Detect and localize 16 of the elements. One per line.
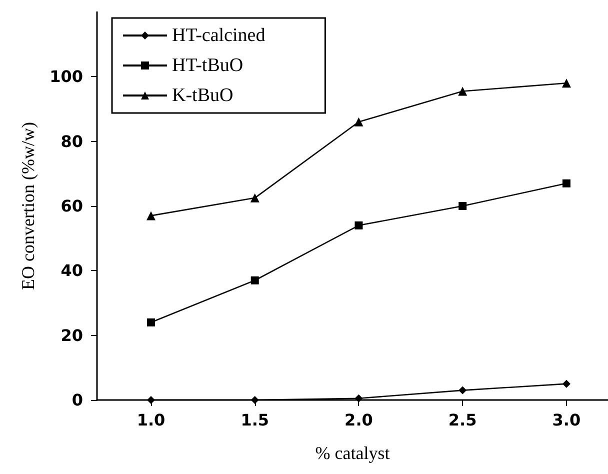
x-axis-title: % catalyst (315, 443, 390, 463)
y-tick-label: 100 (50, 67, 83, 86)
legend-label: HT-calcined (172, 25, 266, 46)
x-tick-label: 2.0 (344, 410, 373, 430)
x-tick-label: 2.5 (448, 410, 477, 430)
legend-label: K-tBuO (172, 85, 234, 106)
x-tick-label: 1.0 (136, 410, 166, 430)
y-tick-label: 80 (60, 132, 83, 151)
x-tick-label: 1.5 (240, 410, 270, 430)
legend-label: HT-tBuO (172, 55, 244, 76)
y-axis-title: EO convertion (%w/w) (18, 122, 38, 290)
y-tick-label: 60 (60, 196, 83, 216)
y-tick-label: 40 (60, 261, 83, 280)
y-tick-label: 0 (72, 390, 83, 410)
x-tick-label: 3.0 (552, 410, 581, 430)
y-tick-label: 20 (60, 326, 83, 345)
